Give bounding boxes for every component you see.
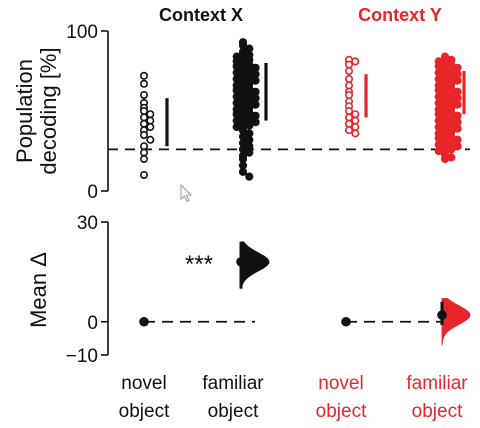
difference-mean-point (236, 257, 246, 267)
top-y-label-line1: Population (12, 59, 37, 163)
decoding-point (351, 110, 360, 119)
category-label-line2: object (119, 401, 170, 422)
decoding-point (140, 71, 149, 80)
decoding-point (140, 131, 149, 140)
bottom-y-tick-label: 0 (87, 313, 98, 334)
decoding-point (140, 155, 149, 164)
decoding-points (140, 38, 462, 181)
category-label-line2: object (316, 401, 367, 422)
decoding-point (140, 142, 149, 151)
decoding-point (344, 60, 353, 69)
category-label-line1: familiar (202, 373, 264, 394)
difference-distribution (240, 241, 270, 289)
reference-point (341, 316, 351, 327)
category-label-line1: novel (121, 373, 166, 394)
top-y-ticks: 0 100 (66, 22, 108, 203)
difference-mean-point (437, 310, 447, 320)
decoding-point (344, 119, 353, 128)
mean-difference-marks: *** (139, 241, 471, 346)
category-label-line2: object (412, 401, 463, 422)
header-context-y: Context Y (358, 5, 442, 25)
mean-difference-panel: −10 0 30 Mean Δ *** (26, 213, 471, 367)
decoding-point (344, 81, 353, 90)
difference-distribution (441, 298, 471, 346)
category-labels: novel object familiar object novel object fami… (119, 373, 469, 422)
decoding-intervals (165, 63, 466, 147)
decoding-point (140, 119, 149, 128)
decoding-point (146, 110, 155, 119)
decoding-point (351, 123, 360, 132)
decoding-point (344, 91, 353, 100)
decoding-point (146, 116, 155, 125)
mouse-cursor-icon (180, 183, 193, 203)
bottom-y-tick-label: −10 (66, 346, 98, 367)
decoding-point (344, 107, 353, 116)
decoding-point (140, 107, 149, 116)
decoding-point (140, 148, 149, 157)
header-context-x: Context X (159, 5, 243, 25)
decoding-point (140, 171, 149, 180)
decoding-point (344, 113, 353, 122)
decoding-point (140, 91, 149, 100)
decoding-point (140, 79, 149, 88)
decoding-point (146, 123, 155, 132)
decoding-point (140, 113, 149, 122)
decoding-point (146, 135, 155, 144)
decoding-point (447, 145, 456, 154)
decoding-point (351, 116, 360, 125)
category-label-line2: object (208, 401, 259, 422)
bottom-y-tick-label: 30 (77, 213, 98, 234)
decoding-point (344, 75, 353, 84)
category-label-line1: novel (318, 373, 363, 394)
top-y-tick-label: 0 (87, 182, 98, 203)
decoding-point (351, 129, 360, 138)
decoding-point (351, 57, 360, 66)
bottom-y-ticks: −10 0 30 (66, 213, 108, 367)
decoding-point (440, 154, 450, 164)
category-label-line1: familiar (406, 373, 468, 394)
decoding-point (245, 172, 254, 181)
decoding-point (238, 167, 248, 176)
bottom-y-label: Mean Δ (26, 252, 51, 328)
decoding-point (344, 126, 353, 135)
decoding-panel: 0 100 Population decoding [%] (12, 22, 470, 203)
top-y-label-line2: decoding [%] (36, 47, 61, 174)
decoding-point (245, 121, 254, 130)
decoding-point (344, 67, 353, 76)
significance-marker: *** (185, 251, 213, 278)
reference-point (139, 316, 149, 327)
top-y-tick-label: 100 (66, 22, 98, 43)
